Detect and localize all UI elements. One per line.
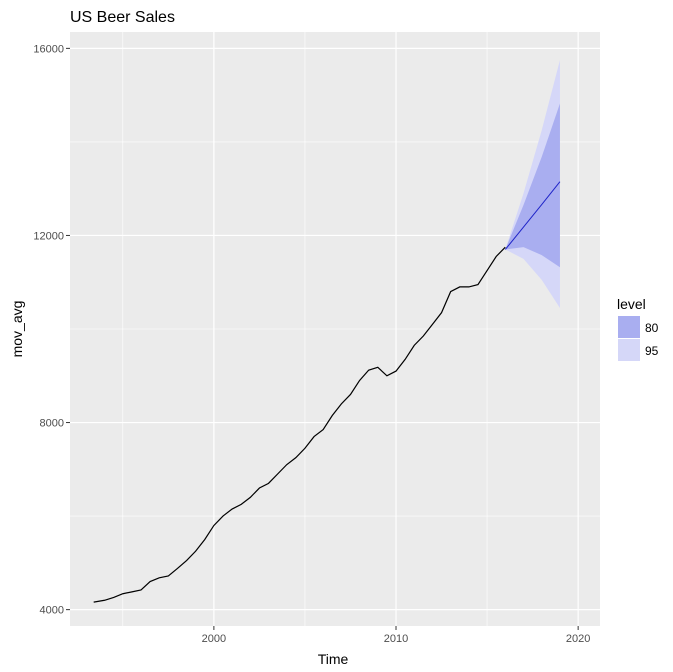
y-tick-label: 4000 [40,605,64,617]
legend-label-80: 80 [645,321,659,335]
x-tick-label: 2010 [384,633,408,645]
y-axis: 4000 8000 12000 16000 [33,43,70,617]
grid-major [70,32,600,626]
x-axis-title: Time [318,651,349,667]
y-tick-label: 16000 [33,43,64,55]
series-lines [93,181,561,603]
x-tick-label: 2020 [566,633,590,645]
grid-minor [70,32,600,626]
band-80 [505,103,560,268]
chart-title: US Beer Sales [70,9,175,26]
legend-label-95: 95 [645,344,659,358]
y-tick-label: 12000 [33,230,64,242]
y-tick-label: 8000 [40,418,64,430]
legend-swatch-80 [618,316,640,338]
x-tick-label: 2000 [202,633,226,645]
forecast-bands [505,60,560,308]
history-line [93,246,506,603]
legend: level 80 95 [617,296,659,361]
x-axis: 2000 2010 2020 [202,626,590,645]
forecast-mean-line [504,181,561,250]
legend-title: level [617,296,646,312]
legend-swatch-95 [618,339,640,361]
y-axis-title: mov_avg [9,301,25,358]
